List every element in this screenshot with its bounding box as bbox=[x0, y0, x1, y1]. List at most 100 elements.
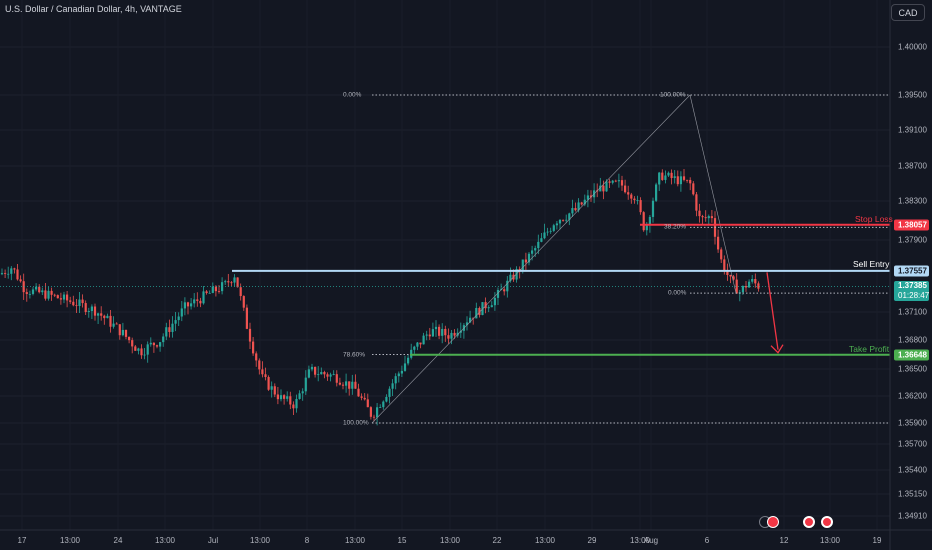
candle-body bbox=[450, 332, 453, 339]
candle-body bbox=[642, 212, 645, 231]
candle-body bbox=[369, 407, 372, 417]
candle-body bbox=[620, 180, 624, 186]
candle-body bbox=[748, 281, 751, 288]
candle-body bbox=[599, 185, 602, 192]
event-flag-icon[interactable] bbox=[767, 516, 779, 528]
candle-body bbox=[162, 336, 165, 343]
candle-body bbox=[465, 322, 469, 326]
candle-body bbox=[93, 306, 97, 316]
candle-body bbox=[298, 393, 301, 399]
candle-body bbox=[639, 200, 642, 213]
candle-body bbox=[645, 224, 648, 231]
x-tick-label: 13:00 bbox=[534, 536, 556, 545]
candle-body bbox=[552, 225, 555, 231]
candle-body bbox=[345, 381, 348, 386]
candle-body bbox=[431, 329, 434, 337]
candle-body bbox=[413, 346, 416, 350]
candle-body bbox=[97, 313, 100, 316]
candle-body bbox=[143, 354, 146, 356]
y-tick-label: 1.35700 bbox=[898, 439, 927, 449]
candle-body bbox=[109, 315, 112, 327]
candle-body bbox=[100, 313, 103, 316]
candle-body bbox=[549, 230, 552, 232]
candle-body bbox=[403, 363, 407, 371]
candle-body bbox=[10, 268, 13, 274]
candle-body bbox=[186, 302, 190, 307]
candle-body bbox=[580, 202, 583, 205]
us-flag-icon[interactable] bbox=[803, 516, 815, 528]
candle-body bbox=[41, 290, 44, 293]
candle-body bbox=[72, 301, 75, 306]
candle-body bbox=[236, 277, 239, 288]
y-tick-label: 1.36800 bbox=[898, 335, 927, 345]
candle-body bbox=[602, 185, 605, 192]
fib-level-label: 0.00% bbox=[343, 91, 362, 99]
candle-body bbox=[279, 395, 283, 400]
candle-body bbox=[472, 317, 475, 319]
candle-body bbox=[447, 335, 450, 339]
candle-body bbox=[441, 328, 444, 336]
us-flag-icon-2[interactable] bbox=[821, 516, 833, 528]
candle-body bbox=[115, 323, 118, 325]
candle-body bbox=[484, 302, 487, 309]
currency-button[interactable]: CAD bbox=[891, 4, 925, 21]
candle-body bbox=[428, 334, 431, 337]
candle-body bbox=[174, 320, 177, 324]
candle-body bbox=[146, 344, 149, 355]
candle-body bbox=[81, 299, 84, 304]
x-tick-label: 13:00 bbox=[819, 536, 841, 545]
candle-body bbox=[155, 345, 159, 347]
candle-body bbox=[543, 232, 546, 239]
candle-body bbox=[707, 216, 710, 219]
candle-body bbox=[78, 299, 81, 306]
candle-body bbox=[710, 216, 713, 219]
candle-body bbox=[357, 388, 360, 397]
candle-body bbox=[270, 386, 273, 390]
fib-level-label: 100.00% bbox=[660, 91, 686, 99]
candle-body bbox=[611, 180, 614, 183]
candle-body bbox=[589, 195, 593, 198]
x-tick-label: 24 bbox=[113, 536, 123, 545]
candle-body bbox=[301, 391, 304, 394]
candle-body bbox=[348, 381, 351, 389]
candle-body bbox=[56, 295, 59, 299]
candle-body bbox=[183, 302, 186, 309]
candle-body bbox=[239, 287, 242, 297]
candle-body bbox=[165, 327, 168, 337]
candle-body bbox=[382, 401, 385, 408]
candle-body bbox=[605, 181, 608, 192]
stop-loss-label: Stop Loss bbox=[855, 213, 893, 224]
candle-body bbox=[574, 208, 577, 211]
candle-body bbox=[636, 200, 639, 201]
candle-body bbox=[338, 382, 341, 385]
candle-body bbox=[351, 381, 354, 389]
candle-body bbox=[723, 259, 726, 272]
y-tick-label: 1.37100 bbox=[898, 307, 927, 317]
candle-body bbox=[66, 294, 69, 301]
candle-body bbox=[614, 180, 617, 182]
fib-trendline-up bbox=[371, 94, 691, 424]
candle-body bbox=[227, 281, 230, 283]
candle-body bbox=[35, 286, 38, 290]
projection-arrowhead bbox=[770, 344, 784, 354]
candle-body bbox=[224, 281, 227, 283]
x-tick-label: 13:00 bbox=[249, 536, 271, 545]
candle-body bbox=[438, 326, 441, 336]
y-tick-label: 1.34910 bbox=[898, 511, 927, 521]
candle-body bbox=[233, 277, 236, 283]
candle-body bbox=[84, 303, 87, 312]
candle-body bbox=[208, 292, 211, 294]
x-tick-label: Aug bbox=[643, 536, 659, 545]
bar-countdown: 01:28:47 bbox=[898, 291, 930, 301]
y-tick-label: 1.38300 bbox=[898, 196, 927, 206]
candle-body bbox=[289, 396, 292, 405]
candle-body bbox=[732, 276, 735, 280]
y-tick-label: 1.36500 bbox=[898, 364, 927, 374]
sell-entry-price-tag: 1.37557 bbox=[894, 265, 929, 277]
candle-body bbox=[679, 176, 682, 185]
candle-body bbox=[627, 192, 630, 195]
candle-body bbox=[53, 294, 56, 296]
candle-body bbox=[475, 307, 478, 319]
x-tick-label: 13:00 bbox=[154, 536, 176, 545]
